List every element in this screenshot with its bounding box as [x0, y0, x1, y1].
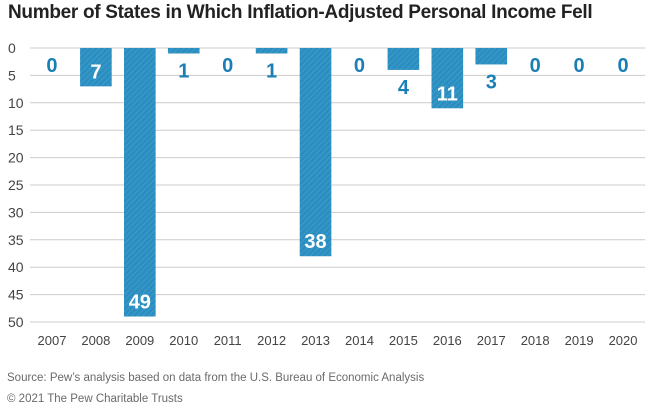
- x-tick-label-2020: 2020: [609, 333, 638, 348]
- data-label-2015: 4: [398, 77, 410, 99]
- data-label-2010: 1: [178, 60, 189, 82]
- data-label-2011: 0: [222, 55, 233, 77]
- source-note: Source: Pew’s analysis based on data fro…: [7, 372, 425, 384]
- data-labels: 0 7 49 1 0 1 38 0 4 11 3 0 0 0: [46, 55, 628, 314]
- data-label-2007: 0: [46, 55, 57, 77]
- data-label-2013: 38: [304, 231, 326, 253]
- copyright-note: © 2021 The Pew Charitable Trusts: [7, 393, 183, 405]
- x-tick-label-2008: 2008: [81, 333, 110, 348]
- y-tick-label: 25: [8, 177, 24, 193]
- data-label-2014: 0: [354, 55, 365, 77]
- y-tick-label: 45: [8, 287, 24, 303]
- bar-2009: [124, 48, 156, 317]
- bar-2016: [431, 48, 464, 109]
- chart-title: Number of States in Which Inflation-Adju…: [8, 2, 593, 23]
- y-tick-label: 20: [8, 150, 24, 166]
- data-label-2020: 0: [617, 55, 628, 77]
- y-tick-label: 30: [8, 204, 24, 220]
- data-label-2012: 1: [266, 60, 277, 82]
- x-tick-label-2012: 2012: [257, 333, 286, 348]
- x-tick-label-2019: 2019: [565, 333, 594, 348]
- x-tick-label-2017: 2017: [477, 333, 506, 348]
- bar-2010: [167, 48, 200, 54]
- data-label-2016: 11: [437, 83, 458, 105]
- data-label-2019: 0: [574, 55, 585, 77]
- bars: [80, 48, 508, 317]
- y-tick-label: 5: [8, 67, 16, 83]
- x-tick-label-2010: 2010: [169, 333, 198, 348]
- data-label-2008: 7: [90, 61, 101, 83]
- x-tick-label-2011: 2011: [214, 333, 242, 348]
- x-tick-label-2015: 2015: [389, 333, 418, 348]
- bar-2012: [255, 48, 288, 54]
- bar-2008: [80, 48, 112, 87]
- x-tick-label-2009: 2009: [125, 333, 154, 348]
- y-tick-label: 10: [8, 95, 24, 111]
- bar-2017: [475, 48, 508, 65]
- bar-2015: [387, 48, 420, 70]
- x-tick-label-2013: 2013: [301, 333, 330, 348]
- y-tick-label: 0: [8, 40, 16, 56]
- x-axis-ticks: 2007 2008 2009 2010 2011 2012 2013 2014 2015 2016…: [38, 333, 638, 348]
- data-label-2018: 0: [530, 55, 541, 77]
- data-label-2009: 49: [129, 292, 151, 314]
- y-tick-label: 35: [8, 232, 24, 248]
- x-tick-label-2014: 2014: [345, 333, 374, 348]
- y-axis-ticks: 0 5 10 15 20 25 30 35 40 45 50: [8, 40, 24, 330]
- x-tick-label-2018: 2018: [521, 333, 550, 348]
- data-label-2017: 3: [486, 71, 497, 93]
- y-tick-label: 50: [8, 314, 24, 330]
- x-tick-label-2007: 2007: [38, 333, 67, 348]
- x-tick-label-2016: 2016: [433, 333, 462, 348]
- y-tick-label: 40: [8, 259, 24, 275]
- bar-2013: [299, 48, 332, 257]
- y-tick-label: 15: [8, 122, 24, 138]
- grid-lines: [30, 47, 645, 323]
